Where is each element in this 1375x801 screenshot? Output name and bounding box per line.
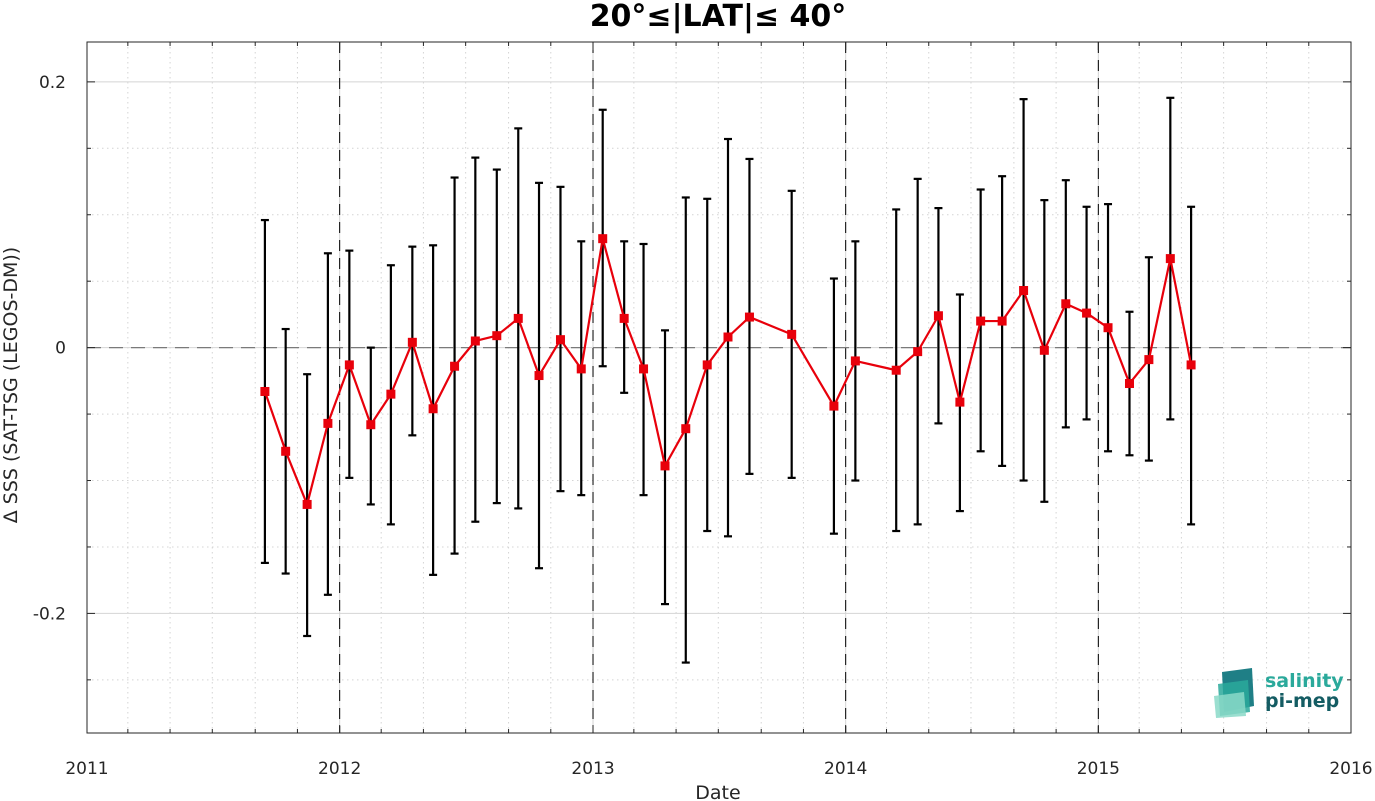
data-point-marker xyxy=(933,311,943,321)
logo-text-pi-mep: pi-mep xyxy=(1265,690,1339,712)
logo-text-salinity: salinity xyxy=(1265,670,1344,692)
data-point-marker xyxy=(576,364,586,374)
x-tick-label: 2013 xyxy=(571,759,614,779)
data-point-marker xyxy=(1082,308,1092,318)
x-tick-label: 2011 xyxy=(65,759,108,779)
data-point-marker xyxy=(1165,254,1175,264)
y-tick-label: 0 xyxy=(55,339,66,359)
data-point-marker xyxy=(1186,360,1196,370)
data-point-marker xyxy=(681,424,691,434)
x-tick-label: 2015 xyxy=(1077,759,1120,779)
data-point-marker xyxy=(1039,345,1049,355)
data-point-marker xyxy=(1103,323,1113,333)
error-bars xyxy=(260,96,1196,664)
salinity-wave-icon xyxy=(1214,668,1254,718)
x-axis-label: Date xyxy=(695,782,740,801)
data-point-marker xyxy=(492,331,502,341)
data-point-marker xyxy=(744,312,754,322)
data-point-marker xyxy=(1019,285,1029,295)
year-boundary-lines xyxy=(339,42,1099,733)
y-tick-label: 0.2 xyxy=(39,73,66,93)
data-point-marker xyxy=(302,499,312,509)
x-tick-label: 2012 xyxy=(318,759,361,779)
data-point-marker xyxy=(850,356,860,366)
axis-ticks xyxy=(86,42,1352,733)
data-point-marker xyxy=(955,397,965,407)
data-point-marker xyxy=(1124,379,1134,389)
x-tick-label: 2014 xyxy=(824,759,867,779)
data-point-marker xyxy=(619,313,629,323)
data-point-marker xyxy=(386,389,396,399)
data-point-marker xyxy=(997,316,1007,326)
x-tick-labels: 2011 2012 2013 2014 2015 2016 xyxy=(65,759,1372,779)
data-point-marker xyxy=(555,335,565,345)
data-point-marker xyxy=(639,364,649,374)
y-tick-label: -0.2 xyxy=(33,604,66,624)
data-point-marker xyxy=(281,446,291,456)
y-axis-label: Δ SSS (SAT-TSG (LEGOS-DM)) xyxy=(0,247,22,523)
data-point-marker xyxy=(1144,355,1154,365)
data-point-marker xyxy=(366,420,376,430)
data-point-marker xyxy=(450,361,460,371)
data-point-marker xyxy=(323,418,333,428)
data-point-marker xyxy=(976,316,986,326)
data-point-marker xyxy=(913,347,923,357)
data-point-marker xyxy=(470,336,480,346)
series-line xyxy=(263,237,1193,506)
data-markers xyxy=(260,234,1196,509)
data-point-marker xyxy=(891,365,901,375)
data-point-marker xyxy=(598,234,608,244)
data-point-marker xyxy=(428,404,438,414)
data-point-marker xyxy=(829,401,839,411)
data-point-marker xyxy=(702,360,712,370)
data-point-marker xyxy=(407,337,417,347)
x-tick-label: 2016 xyxy=(1329,759,1372,779)
chart-title: 20°≤|LAT|≤ 40° xyxy=(590,0,847,34)
data-point-marker xyxy=(513,313,523,323)
y-tick-labels: 0.2 0 -0.2 xyxy=(33,73,66,625)
data-point-marker xyxy=(534,371,544,381)
data-point-marker xyxy=(260,386,270,396)
data-point-marker xyxy=(787,329,797,339)
plot-area-frame xyxy=(86,41,1352,734)
grid xyxy=(87,42,1351,733)
data-point-marker xyxy=(723,332,733,342)
data-point-marker xyxy=(660,461,670,471)
data-point-marker xyxy=(344,360,354,370)
data-point-marker xyxy=(1061,299,1071,309)
salinity-pi-mep-logo: salinity pi-mep xyxy=(1214,668,1344,718)
